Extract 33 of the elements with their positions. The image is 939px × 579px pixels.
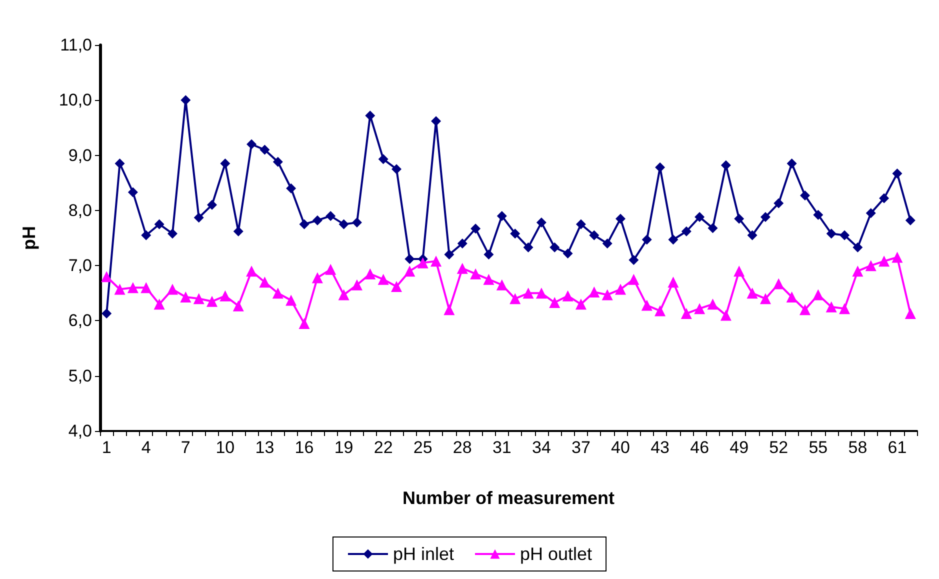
x-tick-label: 61 <box>888 438 907 457</box>
y-tick-label: 8,0 <box>68 200 92 220</box>
x-tick-label: 31 <box>492 438 512 457</box>
x-tick-label: 25 <box>413 438 432 457</box>
x-tick-label: 16 <box>294 438 314 457</box>
x-axis-title: Number of measurement <box>402 488 615 508</box>
legend-label: pH outlet <box>520 544 592 564</box>
x-tick-label: 37 <box>572 438 590 457</box>
x-tick-label: 52 <box>769 438 788 457</box>
x-tick-label: 7 <box>180 438 190 457</box>
y-tick-label: 11,0 <box>60 36 92 54</box>
x-tick-label: 22 <box>374 438 393 457</box>
x-tick-label: 13 <box>255 438 274 457</box>
y-tick-label: 9,0 <box>68 146 92 165</box>
y-axis-title: pH <box>19 226 39 250</box>
y-tick-label: 10,0 <box>58 90 92 110</box>
y-tick-label: 4,0 <box>68 422 92 440</box>
y-tick-label: 5,0 <box>68 366 92 386</box>
x-tick-label: 19 <box>334 438 354 457</box>
x-tick-label: 40 <box>611 438 630 457</box>
x-tick-label: 10 <box>216 438 235 457</box>
x-tick-label: 34 <box>532 438 551 457</box>
x-tick-label: 46 <box>690 438 710 457</box>
y-tick-label: 7,0 <box>68 256 92 276</box>
x-tick-label: 58 <box>848 438 868 457</box>
y-tick-label: 6,0 <box>68 311 92 330</box>
x-tick-label: 43 <box>650 438 670 457</box>
x-tick-label: 55 <box>808 438 828 457</box>
legend-label: pH inlet <box>392 544 454 564</box>
x-tick-label: 28 <box>452 438 472 457</box>
x-tick-label: 49 <box>730 438 749 457</box>
x-tick-label: 1 <box>102 438 112 457</box>
x-tick-label: 4 <box>141 438 151 457</box>
